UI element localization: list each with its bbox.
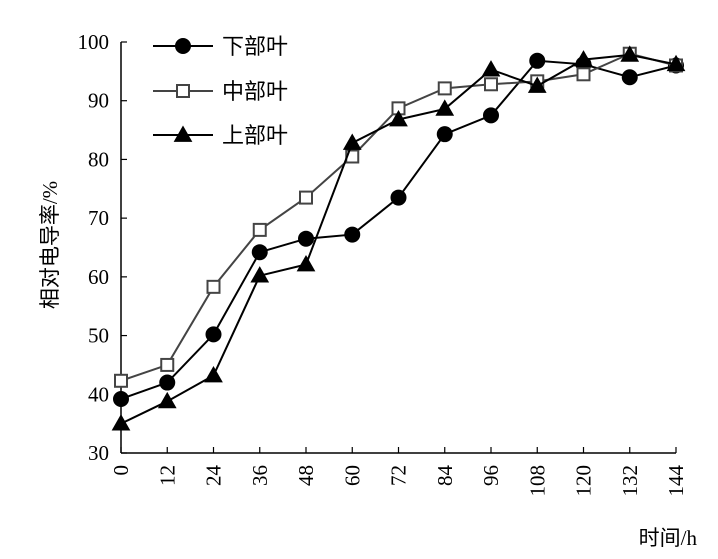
x-tick-label: 132	[618, 465, 642, 497]
data-point	[574, 50, 593, 67]
data-point	[344, 226, 361, 243]
y-tick-label: 50	[88, 324, 109, 348]
data-point	[252, 222, 267, 237]
data-point	[113, 390, 129, 407]
data-point	[390, 189, 407, 206]
legend-label: 上部叶	[222, 123, 288, 148]
x-tick-label: 24	[202, 465, 226, 487]
data-point	[666, 54, 686, 72]
data-point	[204, 365, 223, 383]
y-axis-title: 相对电导率/%	[38, 181, 62, 309]
data-point	[529, 52, 546, 69]
legend-entry-1: 下部叶	[153, 34, 288, 59]
x-tick-label: 144	[664, 465, 688, 497]
data-point	[527, 76, 547, 93]
data-point	[389, 109, 408, 127]
y-tick-label: 30	[88, 441, 109, 465]
y-tick-label: 40	[88, 382, 109, 406]
data-point	[111, 414, 131, 431]
x-tick-label: 84	[433, 465, 457, 487]
y-tick-label: 80	[88, 147, 109, 171]
x-axis-title: 时间/h	[639, 526, 698, 550]
x-tick-label: 72	[387, 465, 411, 486]
x-tick-label: 60	[340, 465, 364, 486]
series-2	[114, 46, 683, 388]
y-tick-label: 60	[88, 265, 109, 289]
x-tick-label: 36	[248, 465, 272, 486]
legend-entry-2: 中部叶	[153, 79, 288, 104]
data-point	[342, 133, 362, 150]
x-tick-label: 120	[572, 465, 596, 497]
legend-label: 中部叶	[222, 79, 288, 104]
legend-entry-3: 上部叶	[153, 123, 288, 148]
data-point	[296, 255, 316, 272]
data-point	[175, 38, 191, 54]
series-3	[111, 45, 686, 431]
data-point	[250, 266, 270, 283]
data-point	[114, 373, 128, 388]
x-tick-label: 48	[294, 465, 318, 486]
x-tick-label: 12	[155, 465, 179, 486]
data-point	[206, 279, 221, 294]
data-point	[157, 391, 177, 409]
data-point	[298, 230, 314, 247]
data-point	[484, 77, 498, 92]
data-point	[176, 84, 190, 98]
data-point	[483, 107, 499, 124]
data-point	[159, 374, 176, 391]
legend-label: 下部叶	[222, 34, 288, 59]
y-tick-label: 70	[88, 206, 109, 230]
y-tick-label: 100	[78, 30, 110, 54]
data-point	[437, 81, 452, 96]
axes: 30 40 50 60 70 80 90 100 0 12 24 36 48 60 72 84 96 108 120…	[78, 30, 689, 497]
data-point	[620, 45, 640, 62]
data-point	[621, 69, 638, 86]
x-tick-label: 96	[479, 465, 503, 486]
x-tick-label: 108	[525, 465, 549, 497]
data-point	[173, 125, 193, 142]
data-point	[160, 357, 175, 372]
series-layer	[111, 45, 686, 431]
data-point	[435, 99, 455, 116]
data-point	[205, 326, 222, 343]
data-point	[299, 190, 313, 205]
data-point	[576, 67, 591, 82]
data-point	[436, 126, 453, 143]
data-point	[481, 60, 501, 77]
data-point	[251, 244, 268, 261]
x-tick-label: 0	[109, 465, 133, 476]
y-tick-label: 90	[88, 89, 109, 113]
